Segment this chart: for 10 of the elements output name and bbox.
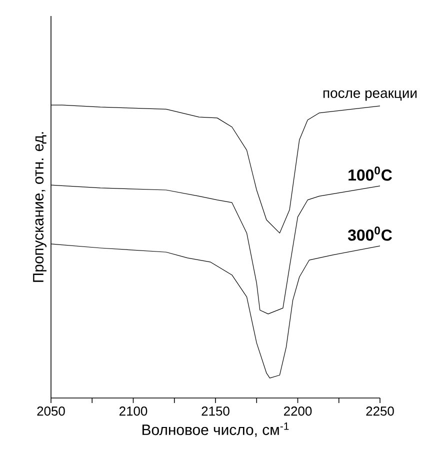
x-tick-label: 2050 <box>37 406 65 416</box>
x-axis-title: Волновое число, см$^{-1}$ <box>142 422 289 437</box>
series-label: после реакции <box>323 90 417 101</box>
series-label: 100$^{0}$C <box>348 166 392 181</box>
series-label: 300$^{0}$C <box>348 226 392 241</box>
x-tick-label: 2200 <box>284 406 312 416</box>
x-tick-label: 2150 <box>202 406 230 416</box>
y-axis-title: Пропускание, отн. ед. <box>33 132 46 282</box>
x-tick-label: 2250 <box>366 406 394 416</box>
x-tick-label: 2100 <box>120 406 148 416</box>
